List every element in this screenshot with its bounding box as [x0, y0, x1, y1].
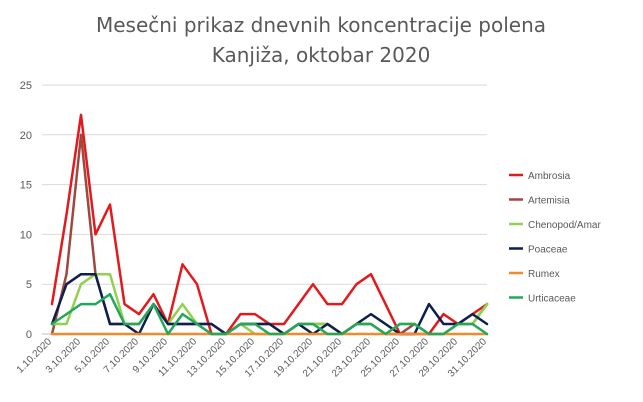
legend-label: Artemisia	[528, 196, 570, 207]
chart-title-line2: Kanjiža, oktobar 2020	[212, 43, 431, 67]
x-axis-ticks: 1.10.20203.10.20205.10.20207.10.20209.10…	[15, 336, 490, 379]
legend-label: Poaceae	[528, 245, 568, 256]
legend-label: Rumex	[528, 269, 560, 280]
series-layer	[50, 113, 489, 336]
y-tick-label: 15	[20, 180, 32, 192]
y-tick-label: 0	[26, 329, 32, 341]
y-axis-ticks: 0 5 10 15 20 25	[20, 80, 32, 341]
series-line-urticaceae	[50, 292, 489, 336]
legend-label: Ambrosia	[528, 171, 571, 182]
y-tick-label: 20	[20, 130, 32, 142]
chart-title-line1: Mesečni prikaz dnevnih koncentracije pol…	[96, 13, 546, 37]
series-line-poaceae	[50, 272, 489, 336]
y-tick-label: 10	[20, 229, 32, 241]
legend: Ambrosia Artemisia Chenopod/Amar Poaceae Rum…	[509, 171, 601, 305]
legend-label: Chenopod/Amar	[528, 220, 601, 231]
y-tick-label: 5	[26, 279, 32, 291]
y-tick-label: 25	[20, 80, 32, 92]
legend-label: Urticaceae	[528, 294, 576, 305]
